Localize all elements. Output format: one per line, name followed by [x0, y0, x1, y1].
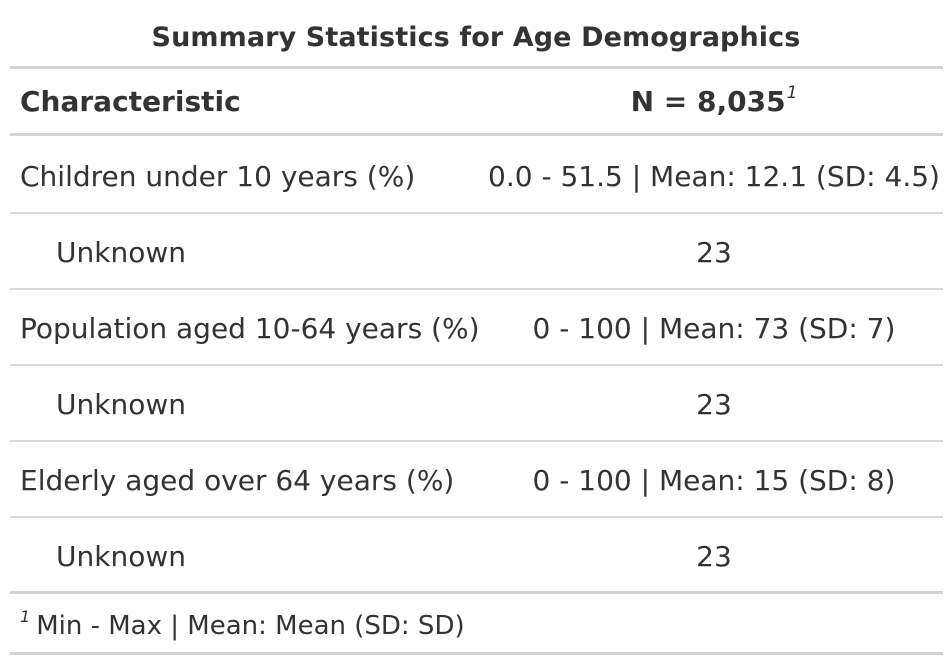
table-footnote: 1 Min - Max | Mean: Mean (SD: SD)	[20, 606, 465, 646]
table-title: Summary Statistics for Age Demographics	[151, 22, 801, 53]
top-rule	[10, 66, 943, 69]
bottom-rule	[10, 652, 943, 655]
footnote-mark: 1	[20, 607, 31, 626]
row-value-unknown: 23	[696, 388, 732, 421]
row-value-population: 0 - 100 | Mean: 73 (SD: 7)	[532, 312, 896, 345]
body-bottom-rule	[10, 591, 943, 594]
n-label: N = 8,035	[630, 85, 786, 118]
row-divider	[10, 212, 943, 214]
footnote-mark: 1	[786, 83, 798, 103]
row-value-elderly: 0 - 100 | Mean: 15 (SD: 8)	[532, 464, 896, 497]
row-label-elderly: Elderly aged over 64 years (%)	[20, 464, 455, 497]
row-value-unknown: 23	[696, 236, 732, 269]
row-divider	[10, 364, 943, 366]
column-header-n: N = 8,0351	[476, 82, 952, 122]
row-value-unknown: 23	[696, 540, 732, 573]
row-label-population: Population aged 10-64 years (%)	[20, 312, 480, 345]
row-label-unknown: Unknown	[56, 388, 186, 421]
row-divider	[10, 288, 943, 290]
row-label-unknown: Unknown	[56, 236, 186, 269]
column-header-characteristic: Characteristic	[20, 85, 241, 118]
row-label-unknown: Unknown	[56, 540, 186, 573]
row-divider	[10, 516, 943, 518]
row-divider	[10, 440, 943, 442]
row-value-children: 0.0 - 51.5 | Mean: 12.1 (SD: 4.5)	[488, 160, 940, 193]
header-rule	[10, 133, 943, 136]
row-label-children: Children under 10 years (%)	[20, 160, 416, 193]
footnote-text: Min - Max | Mean: Mean (SD: SD)	[36, 611, 465, 641]
